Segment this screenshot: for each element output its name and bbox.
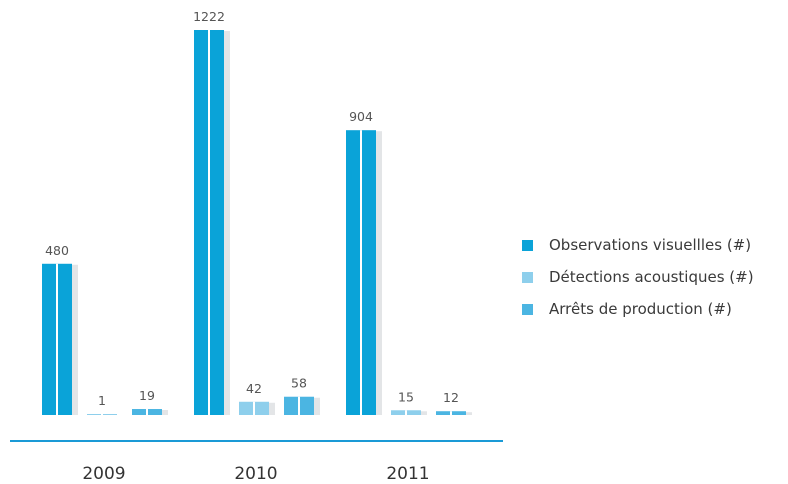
- bar-highlight: [298, 396, 300, 415]
- bar-highlight: [146, 409, 148, 415]
- bar-shadow: [314, 397, 320, 415]
- bar-shadow: [224, 31, 230, 415]
- data-label: 15: [398, 389, 414, 404]
- bar-highlight: [101, 414, 103, 415]
- bar-highlight: [405, 410, 407, 415]
- bar-shadow: [376, 131, 382, 415]
- data-label: 19: [139, 388, 155, 403]
- legend-swatch: [522, 303, 533, 315]
- bar-shadow: [269, 402, 275, 415]
- bar-highlight: [253, 401, 255, 415]
- legend-label: Arrêts de production (#): [549, 300, 732, 318]
- data-label: 12: [443, 390, 459, 405]
- data-label: 480: [45, 243, 69, 258]
- legend-swatch: [522, 271, 533, 283]
- data-label: 1222: [193, 9, 225, 24]
- x-tick-label: 2010: [234, 464, 277, 484]
- bar-highlight: [360, 130, 362, 415]
- data-label: 42: [246, 381, 262, 396]
- bar-shadow: [466, 412, 472, 415]
- category-labels-group: 2009 2010 2011: [82, 464, 429, 484]
- bar-shadow: [72, 264, 78, 415]
- legend-label: Détections acoustiques (#): [549, 268, 754, 286]
- bar-highlight: [450, 411, 452, 415]
- legend: Observations visuellles (#) Détections a…: [522, 229, 754, 325]
- bars-group: [42, 30, 472, 415]
- legend-item-visual: Observations visuellles (#): [522, 229, 754, 261]
- x-tick-label: 2011: [386, 464, 429, 484]
- value-labels-group: 480 1 19 1222 42 58 904 15 12: [45, 9, 459, 408]
- data-label: 904: [349, 109, 373, 124]
- bar-shadow: [421, 411, 427, 415]
- bar-shadow: [162, 410, 168, 415]
- legend-swatch: [522, 239, 533, 251]
- legend-item-acoustic: Détections acoustiques (#): [522, 261, 754, 293]
- legend-item-production: Arrêts de production (#): [522, 293, 754, 325]
- x-tick-label: 2009: [82, 464, 125, 484]
- data-label: 58: [291, 376, 307, 391]
- bar-highlight: [56, 263, 58, 415]
- bar-highlight: [208, 30, 210, 415]
- legend-label: Observations visuellles (#): [549, 236, 752, 254]
- data-label: 1: [98, 393, 106, 408]
